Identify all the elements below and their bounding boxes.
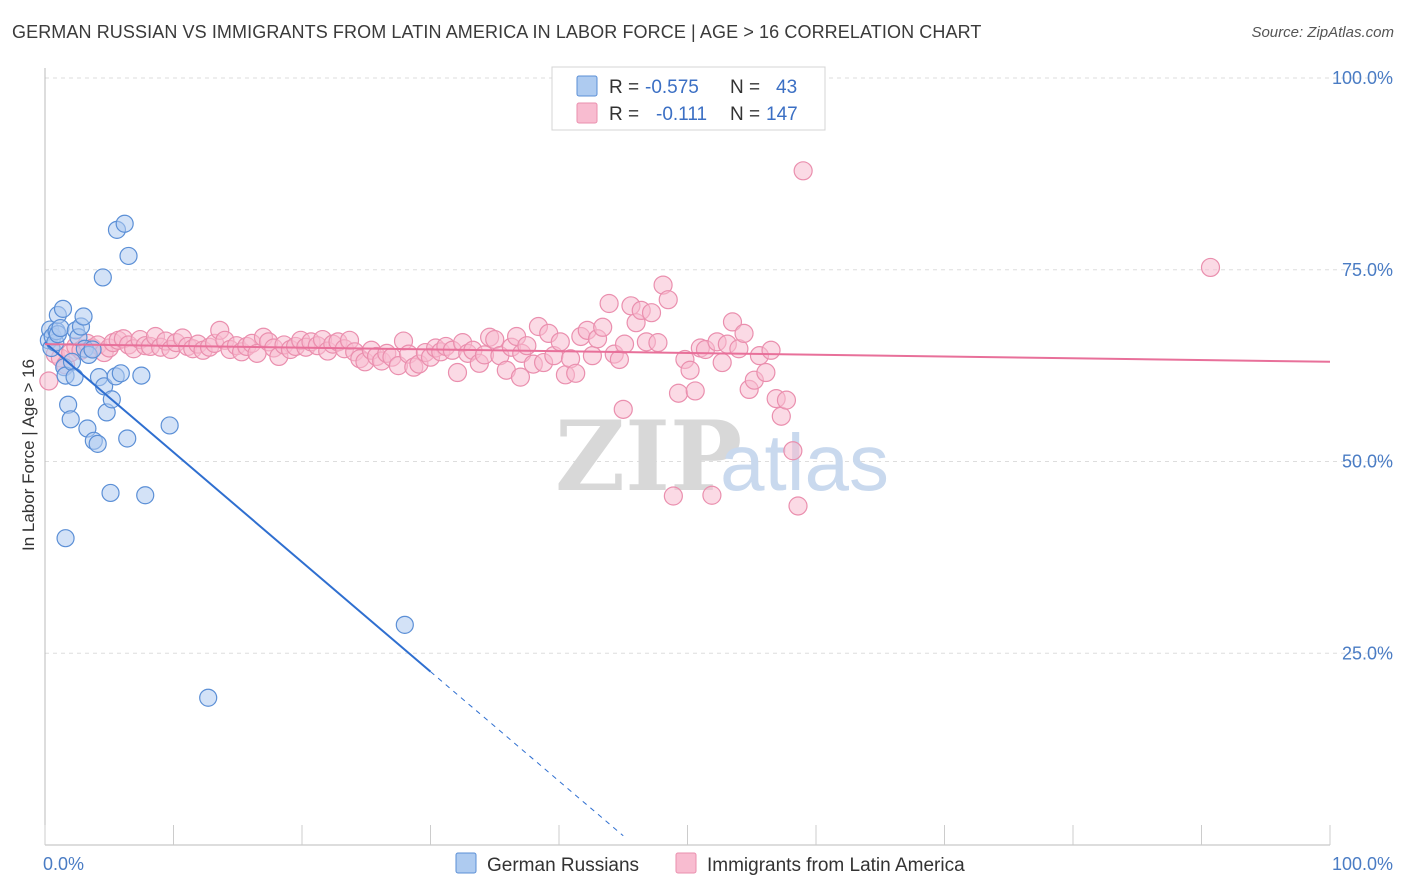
bottom-legend: German Russians Immigrants from Latin Am… — [455, 852, 965, 876]
data-point — [702, 485, 722, 505]
data-point — [614, 334, 635, 354]
data-point — [199, 688, 218, 707]
axes — [44, 68, 1331, 846]
data-point — [51, 318, 70, 338]
bottom-legend-swatch-pink — [675, 852, 697, 874]
x-tick-labels: 0.0% 100.0% — [43, 854, 1393, 874]
data-point — [1200, 257, 1221, 278]
data-point — [118, 429, 137, 448]
data-point — [485, 329, 505, 350]
legend: R = -0.575 N = 43 R = -0.111 N = 147 — [551, 66, 826, 131]
y-tick-label: 25.0% — [1342, 643, 1393, 663]
trend-line-german-russians-extension — [430, 671, 624, 837]
x-tick-label: 0.0% — [43, 854, 84, 874]
bottom-legend-label-2: Immigrants from Latin America — [707, 855, 965, 876]
data-point — [712, 352, 732, 373]
watermark-atlas: atlas — [720, 418, 889, 507]
data-point — [136, 486, 155, 505]
legend-n-value-1: 43 — [776, 77, 797, 98]
data-point — [722, 312, 743, 332]
data-point — [599, 293, 619, 314]
bottom-legend-swatch-blue — [455, 852, 477, 874]
data-point — [83, 340, 102, 359]
x-tick-label: 100.0% — [1332, 854, 1393, 874]
legend-r-value-2: -0.111 — [656, 104, 707, 125]
data-point — [101, 483, 120, 503]
data-point — [783, 441, 803, 461]
bottom-legend-label-1: German Russians — [487, 855, 639, 876]
data-point — [74, 307, 93, 326]
legend-n-label-2: N = — [730, 104, 760, 125]
data-point — [793, 161, 813, 181]
data-point — [582, 346, 603, 366]
data-point — [39, 371, 59, 391]
data-point — [160, 416, 179, 435]
legend-r-label-2: R = — [609, 104, 639, 125]
data-point — [668, 383, 689, 403]
data-point — [734, 323, 754, 344]
source-credit: Source: ZipAtlas.com — [1251, 24, 1394, 41]
data-point — [663, 486, 683, 506]
legend-r-label-1: R = — [609, 77, 639, 98]
legend-swatch-pink — [576, 102, 598, 124]
data-point — [447, 362, 468, 383]
legend-r-value-1: -0.575 — [645, 77, 699, 98]
data-point — [395, 615, 414, 634]
data-point — [65, 368, 84, 387]
y-tick-labels: 100.0% 75.0% 50.0% 25.0% — [1332, 68, 1393, 663]
y-axis-title: In Labor Force | Age > 16 — [19, 359, 38, 551]
data-point — [641, 303, 662, 323]
data-point — [613, 399, 633, 419]
data-point — [93, 268, 112, 287]
y-tick-label: 50.0% — [1342, 452, 1393, 472]
trend-line-immigrants — [44, 343, 1331, 363]
trend-line-german-russians — [44, 341, 432, 673]
data-point — [61, 410, 80, 429]
data-point — [119, 246, 138, 266]
trend-lines — [44, 341, 1331, 837]
y-tick-label: 100.0% — [1332, 68, 1393, 88]
legend-n-label-1: N = — [730, 77, 760, 98]
data-point — [756, 362, 776, 383]
data-point — [517, 336, 537, 356]
data-point — [658, 290, 678, 310]
data-point — [776, 390, 797, 410]
data-point — [566, 363, 586, 383]
data-point — [132, 366, 151, 385]
legend-n-value-2: 147 — [766, 104, 798, 125]
data-point — [680, 360, 700, 380]
data-point — [788, 496, 808, 516]
data-point — [550, 332, 570, 352]
data-point — [648, 333, 668, 353]
data-point — [88, 434, 107, 453]
data-point — [510, 367, 531, 387]
data-point — [593, 317, 613, 337]
series-german-russians-points — [39, 214, 414, 707]
data-point — [115, 214, 134, 233]
data-point — [761, 340, 781, 360]
data-point — [53, 299, 73, 318]
legend-swatch-blue — [576, 75, 598, 97]
data-point — [111, 364, 130, 383]
data-point — [56, 529, 75, 548]
series-immigrants-points — [39, 161, 1221, 516]
data-point — [771, 406, 791, 426]
chart-title: GERMAN RUSSIAN VS IMMIGRANTS FROM LATIN … — [12, 22, 982, 42]
data-point — [685, 381, 705, 401]
y-tick-label: 75.0% — [1342, 260, 1393, 280]
